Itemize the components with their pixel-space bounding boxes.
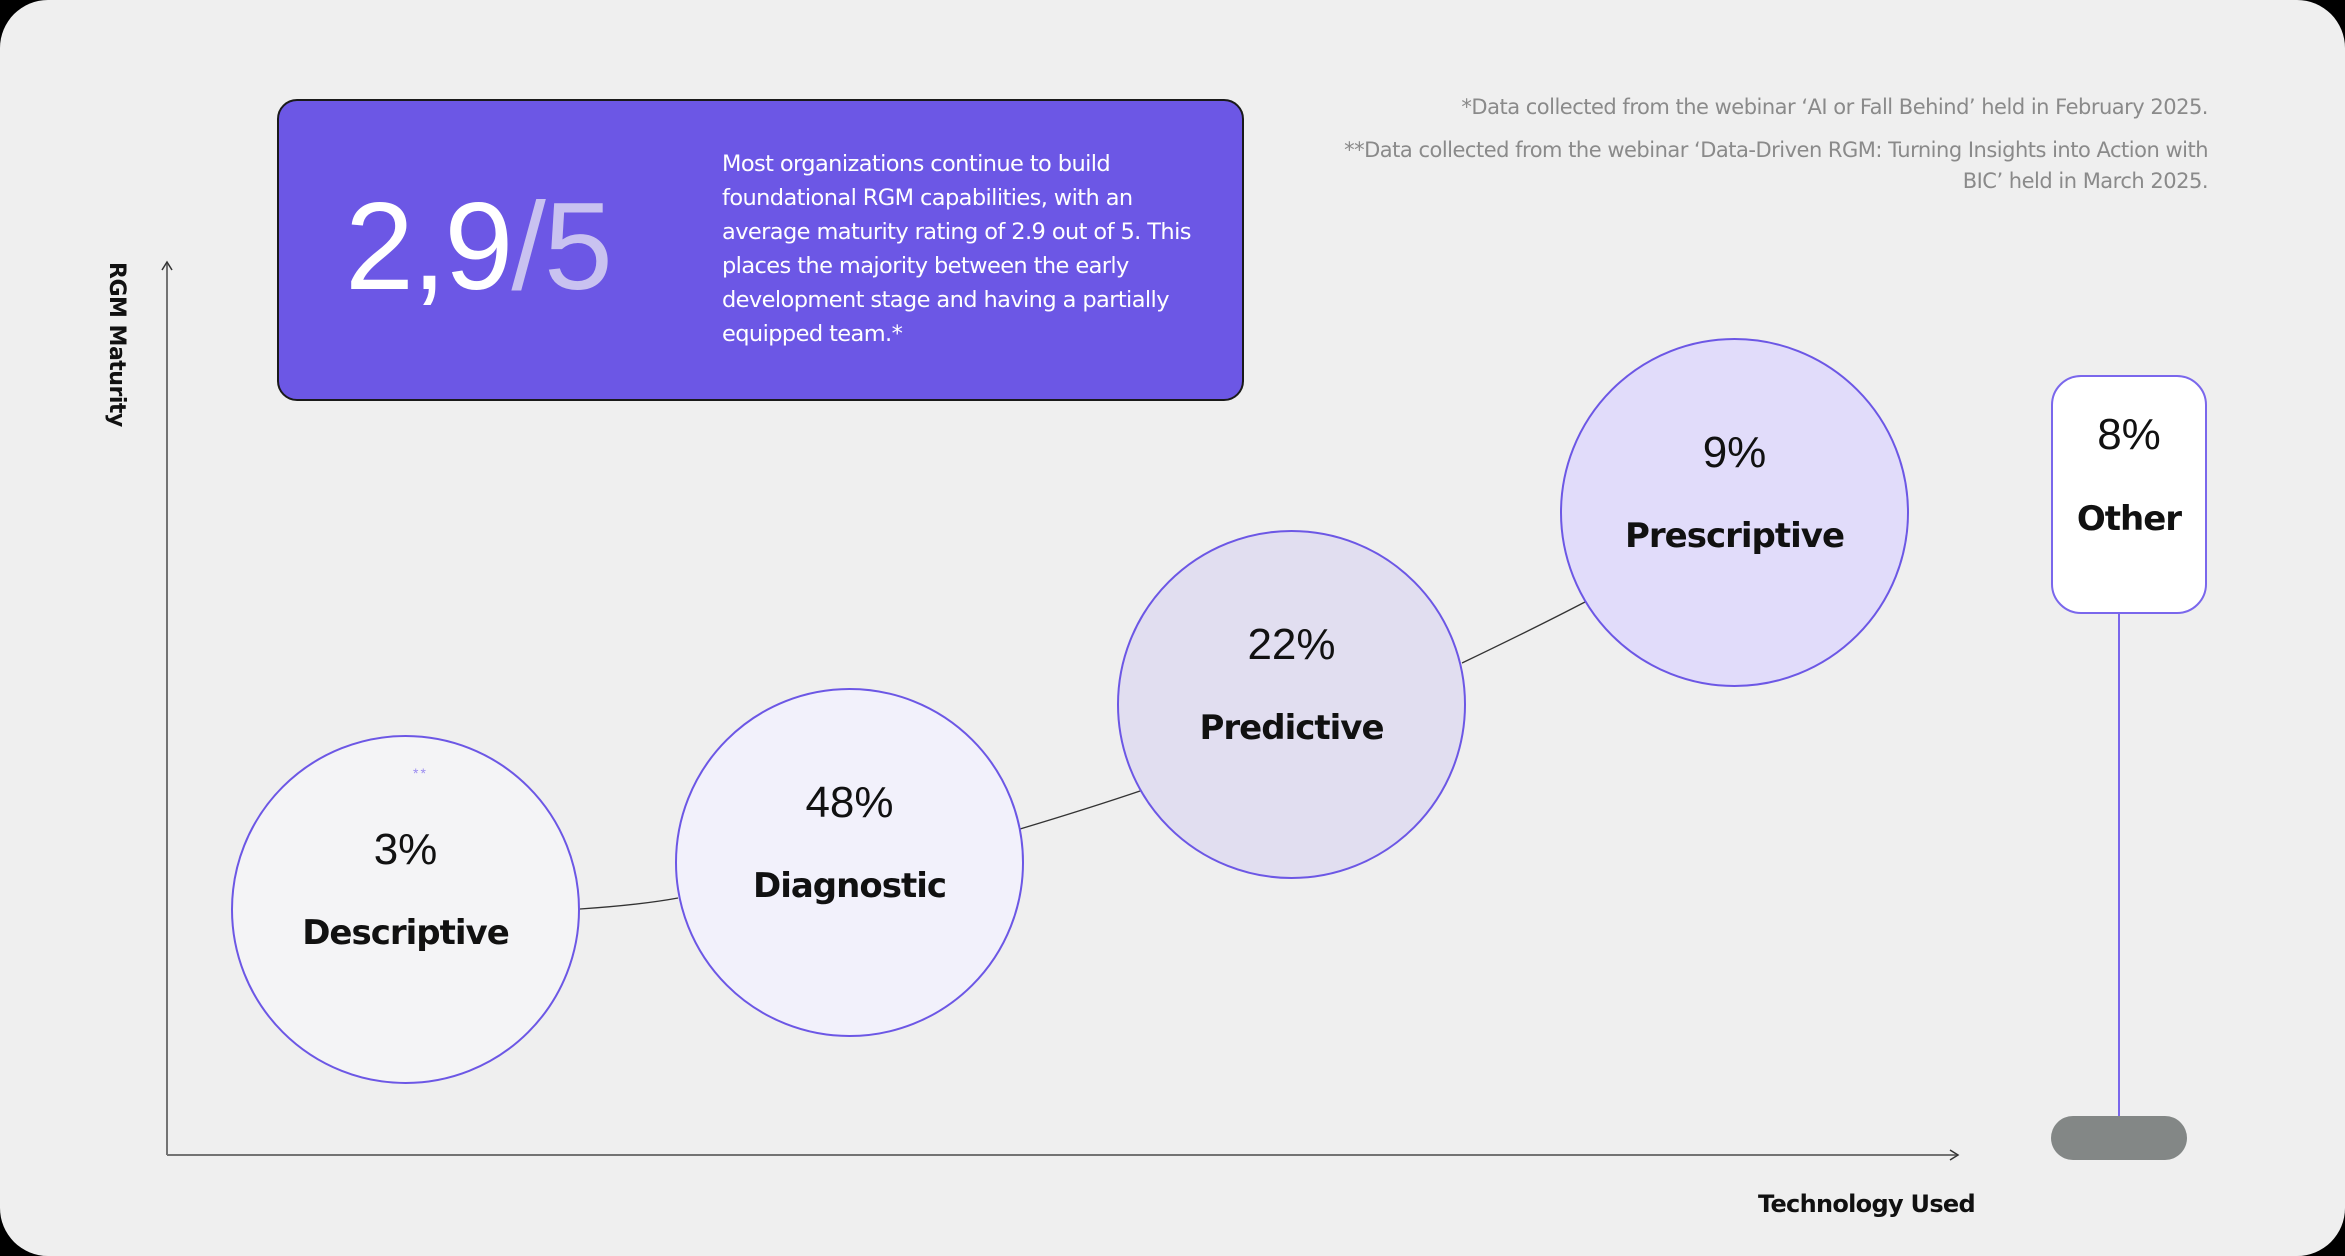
bubble-predictive: 22% Predictive: [1117, 530, 1466, 879]
bubble-diagnostic: 48% Diagnostic: [675, 688, 1024, 1037]
maturity-stat-card: 2,9/5 Most organizations continue to bui…: [277, 99, 1244, 401]
other-category-card: 8% Other: [2051, 375, 2207, 614]
other-stem-line: [2118, 614, 2120, 1117]
bubble-percentage: 3%: [373, 825, 438, 874]
footnotes: *Data collected from the webinar ‘AI or …: [1308, 92, 2208, 209]
bubble-descriptive: ** 3% Descriptive: [231, 735, 580, 1084]
other-base-pill: [2051, 1116, 2187, 1160]
double-asterisk-note: **: [413, 765, 428, 781]
footnote-2: **Data collected from the webinar ‘Data-…: [1344, 138, 2208, 193]
maturity-score: 2,9/5: [345, 185, 613, 309]
bubble-label: Prescriptive: [1624, 516, 1845, 556]
bubble-percentage: 48%: [805, 778, 894, 827]
footnote-1: *Data collected from the webinar ‘AI or …: [1461, 95, 2208, 119]
bubble-prescriptive: 9% Prescriptive: [1560, 338, 1909, 687]
other-label: Other: [2076, 499, 2182, 539]
y-axis-label: RGM Maturity: [104, 262, 129, 427]
maturity-score-value: 2,9: [345, 178, 513, 316]
bubble-label: Diagnostic: [752, 866, 947, 906]
bubble-percentage: 22%: [1247, 620, 1336, 669]
other-percentage: 8%: [2097, 410, 2161, 459]
bubble-label: Predictive: [1199, 708, 1384, 748]
maturity-description: Most organizations continue to build fou…: [722, 151, 1191, 347]
bubble-percentage: 9%: [1702, 428, 1767, 477]
x-axis-label: Technology Used: [1758, 1190, 1976, 1218]
bubble-label: Descriptive: [302, 913, 510, 953]
maturity-score-denominator: /5: [511, 178, 612, 316]
